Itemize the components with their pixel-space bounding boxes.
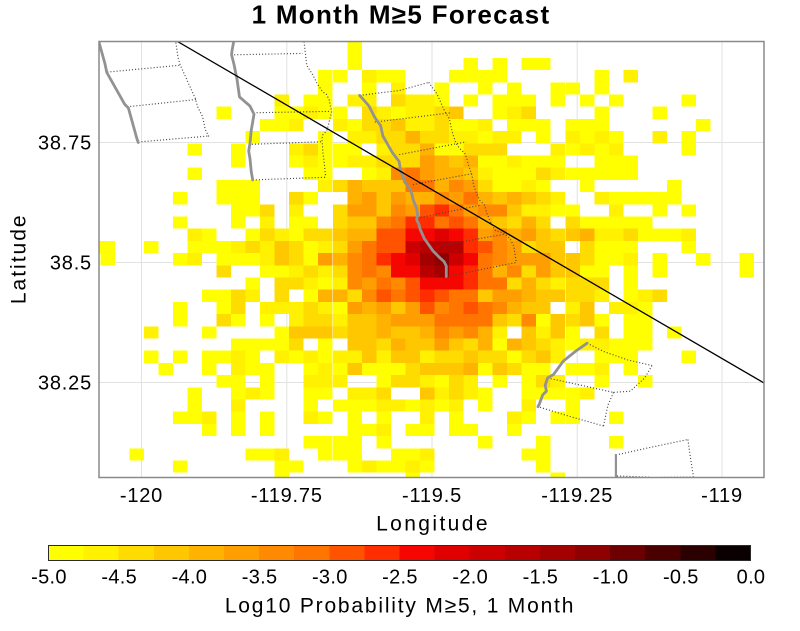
svg-text:38.75: 38.75 xyxy=(38,133,92,155)
svg-text:-119.75: -119.75 xyxy=(251,485,323,507)
svg-text:-3.0: -3.0 xyxy=(312,567,348,589)
svg-text:-119.5: -119.5 xyxy=(402,485,462,507)
svg-text:Log10 Probability M≥5, 1 Month: Log10 Probability M≥5, 1 Month xyxy=(225,595,575,618)
svg-text:1 Month M≥5 Forecast: 1 Month M≥5 Forecast xyxy=(252,0,551,29)
svg-text:-1.5: -1.5 xyxy=(523,567,559,589)
svg-text:-2.5: -2.5 xyxy=(382,567,418,589)
svg-text:38.25: 38.25 xyxy=(38,373,92,395)
svg-text:-1.0: -1.0 xyxy=(593,567,629,589)
svg-text:-119.25: -119.25 xyxy=(541,485,613,507)
svg-text:Latitude: Latitude xyxy=(7,213,30,304)
svg-text:-4.0: -4.0 xyxy=(172,567,208,589)
svg-text:-4.5: -4.5 xyxy=(101,567,137,589)
svg-text:-120: -120 xyxy=(120,485,163,507)
svg-text:-119: -119 xyxy=(701,485,743,507)
svg-text:-0.5: -0.5 xyxy=(663,567,699,589)
svg-text:-2.0: -2.0 xyxy=(452,567,488,589)
svg-text:Longitude: Longitude xyxy=(376,513,490,536)
svg-text:38.5: 38.5 xyxy=(50,253,92,275)
svg-text:-3.5: -3.5 xyxy=(242,567,278,589)
svg-text:-5.0: -5.0 xyxy=(31,567,67,589)
svg-text:0.0: 0.0 xyxy=(737,567,766,589)
